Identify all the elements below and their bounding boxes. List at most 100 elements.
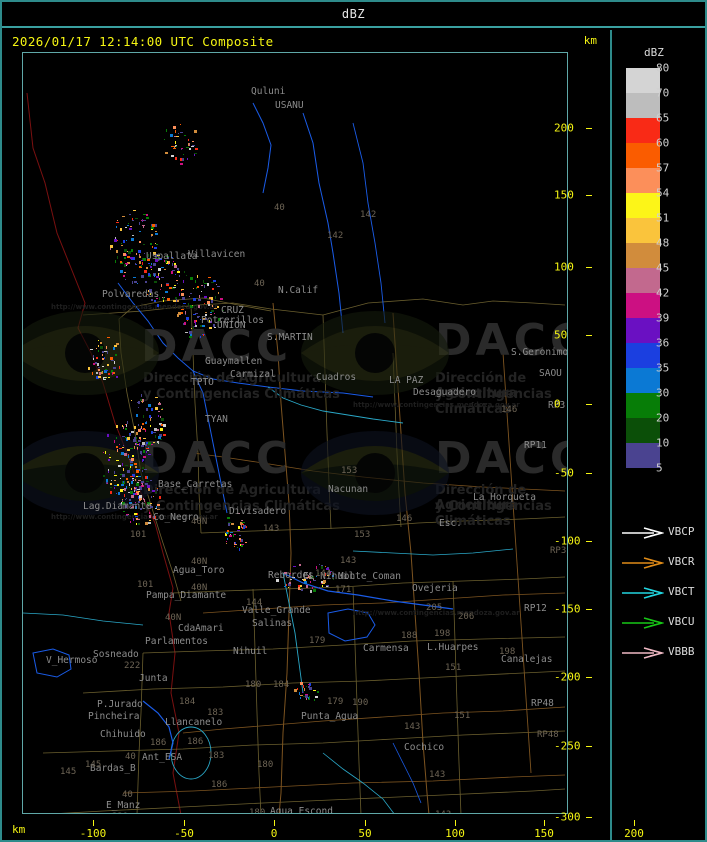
radar-echo-pixel [187,158,188,160]
radar-echo-pixel [132,474,135,477]
radar-echo-pixel [311,576,314,579]
radar-echo-pixel [160,289,161,290]
map-place-label: Guaymallen [205,356,263,367]
radar-echo-pixel [188,143,189,146]
radar-echo-pixel [129,214,131,215]
radar-echo-pixel [215,296,216,299]
radar-echo-pixel [135,487,137,488]
map-place-label: Pampa_Diamante [146,590,227,601]
radar-echo-pixel [108,471,109,473]
radar-map-canvas[interactable]: DACC DACC DACC DACC Dirección de Agricul… [22,52,568,814]
radar-echo-pixel [173,126,176,129]
radar-echo-pixel [309,576,311,579]
radar-echo-pixel [120,228,122,231]
radar-echo-pixel [230,532,233,533]
colorbar-tick-label: 5 [656,461,663,475]
radar-echo-pixel [193,326,194,329]
radar-echo-pixel [160,416,161,418]
y-tick-mark [586,267,592,268]
y-tick-label: -250 [554,739,581,753]
map-place-label: SAOU [539,368,562,379]
radar-echo-pixel [222,310,224,311]
radar-echo-pixel [93,355,94,358]
radar-echo-pixel [168,300,169,301]
radar-echo-pixel [155,397,158,398]
radar-echo-pixel [143,244,145,245]
radar-echo-pixel [126,515,128,516]
radar-echo-pixel [146,448,149,449]
radar-echo-pixel [125,499,126,500]
radar-echo-pixel [237,547,238,548]
radar-echo-pixel [171,146,174,147]
radar-echo-pixel [178,133,179,134]
radar-echo-pixel [138,523,140,525]
road-number-label: 171 [335,585,352,595]
radar-echo-pixel [144,503,145,506]
road-number-label: 151 [454,711,471,721]
y-tick-label: 100 [554,260,574,274]
radar-echo-pixel [179,293,180,296]
road-number-label: 142 [327,231,344,241]
road-number-label: 188 [401,631,418,641]
radar-echo-pixel [173,287,176,288]
radar-echo-pixel [143,415,144,418]
radar-echo-pixel [106,479,108,482]
map-place-label: Parlamentos [145,636,208,647]
radar-echo-pixel [168,261,170,264]
radar-echo-pixel [139,266,142,268]
radar-echo-pixel [195,280,196,283]
map-place-label: Punta_Agua [301,711,359,722]
radar-echo-pixel [327,575,329,576]
radar-echo-pixel [190,277,193,280]
radar-echo-pixel [227,530,229,532]
radar-echo-pixel [139,495,142,498]
radar-echo-pixel [120,478,121,479]
radar-echo-pixel [142,262,143,265]
radar-echo-pixel [151,496,152,498]
radar-echo-pixel [181,289,184,290]
radar-echo-pixel [163,297,164,300]
map-place-label: Salinas [252,618,293,629]
radar-echo-pixel [205,318,207,320]
radar-echo-pixel [122,502,125,505]
road-number-label: 198 [499,647,516,657]
radar-echo-pixel [136,432,138,435]
radar-echo-pixel [154,428,157,431]
radar-echo-pixel [108,469,109,472]
colorbar-tick-label: 45 [656,261,670,275]
radar-echo-pixel [246,526,247,528]
radar-echo-pixel [123,253,126,256]
map-place-label: EL Nihuil [303,571,355,582]
colorbar-tick-label: 30 [656,386,670,400]
radar-echo-pixel [122,500,123,501]
radar-echo-pixel [136,483,139,486]
radar-echo-pixel [134,513,137,515]
map-place-label: Divisadero [229,506,287,517]
radar-echo-pixel [113,367,116,369]
radar-echo-pixel [96,376,99,379]
map-place-label: LA PAZ [389,375,424,386]
radar-echo-pixel [168,257,169,259]
radar-echo-pixel [227,538,228,540]
radar-echo-pixel [155,259,158,262]
radar-echo-pixel [140,399,142,401]
road-number-label: 179 [327,697,344,707]
radar-echo-pixel [110,483,112,485]
radar-echo-pixel [134,490,135,492]
map-place-label: TPTO [191,377,214,388]
y-tick-label: -100 [554,534,581,548]
radar-echo-pixel [220,298,223,300]
radar-echo-pixel [107,483,108,484]
radar-echo-pixel [171,257,173,258]
radar-echo-pixel [137,519,140,520]
radar-echo-pixel [194,153,197,154]
radar-echo-pixel [134,281,137,283]
radar-echo-pixel [121,484,124,486]
radar-echo-pixel [107,337,110,338]
y-tick-label: -150 [554,602,581,616]
colorbar-scale[interactable] [626,68,660,468]
radar-echo-pixel [115,354,117,356]
radar-echo-pixel [181,148,183,149]
radar-echo-pixel [308,575,309,577]
radar-echo-pixel [304,581,307,584]
